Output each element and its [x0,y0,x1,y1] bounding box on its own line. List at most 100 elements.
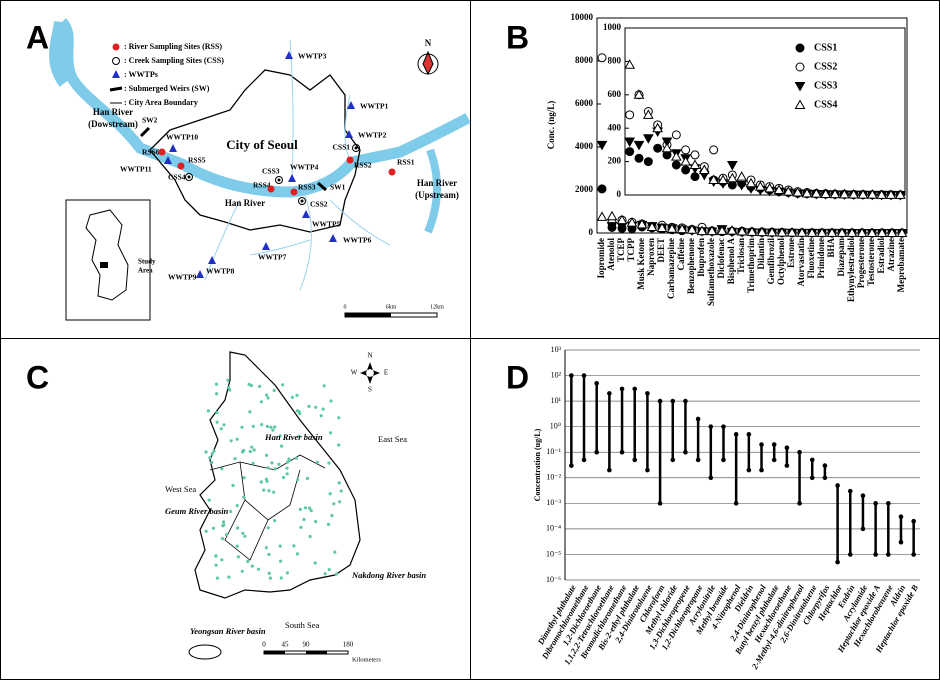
rss-symbol [388,168,396,176]
site-dot [281,475,286,480]
site-dot [256,567,261,571]
site-dot [242,476,246,480]
scale-bar [264,651,285,654]
map-label: Han River [93,107,133,117]
x-tick-label: Trimethoprim [746,238,756,293]
range-min [683,449,688,455]
marker [796,227,808,237]
css-symbol [185,173,193,181]
site-dot [236,526,240,530]
marker [652,122,664,133]
rss-symbol [158,148,166,156]
site-dot [264,453,269,457]
css-symbol [354,146,358,150]
map-label: West Sea [165,484,196,494]
marker [820,188,832,198]
y-tick-label: 600 [608,89,622,99]
marker [624,137,636,148]
range-max [645,391,650,396]
marker [706,225,718,236]
site-dot [262,488,266,492]
range-max [607,391,612,396]
site-dot [327,568,331,572]
marker [646,221,658,231]
locator-map [85,209,129,301]
range-max [683,398,688,404]
marker [894,189,906,199]
site-dot [259,480,263,484]
map-label: WWTP9 [168,273,197,282]
marker [782,186,794,196]
x-tick-label: Testosterone [866,238,876,286]
wwtp-symbol [347,101,355,109]
y-tick-label: 10⁻⁶ [546,575,561,584]
site-dot [334,572,339,576]
range-min [835,559,840,565]
site-dot [224,533,229,537]
wwtp-symbol [196,270,204,278]
site-dot [219,427,223,431]
range-min [708,475,714,481]
range-min [581,457,587,463]
site-dot [228,388,232,392]
legend-text: : WWTPs [124,70,158,79]
site-dot [279,559,283,563]
site-dot [339,489,343,493]
site-dot [270,461,274,465]
rss-symbol [112,43,120,51]
wwtp-symbol [164,156,172,164]
wwtp-symbol [208,256,216,264]
map-label: WWTP1 [360,102,389,111]
marker [756,226,768,237]
y-tick-label: 10000 [571,12,594,22]
map-label: City of Seoul [226,137,298,152]
range-min [746,467,752,473]
marker [886,227,898,237]
compass-label: W [351,369,358,377]
scale-bar [345,313,391,317]
x-tick-label: DEET [656,238,666,263]
site-dot [215,420,219,424]
y-tick-label: 1000 [603,22,622,32]
x-tick-label: Meprobamate [896,238,906,292]
site-dot [298,412,302,416]
wwtp-symbol [112,70,120,78]
range-max [708,424,714,429]
marker [661,142,673,153]
marker [606,210,618,221]
x-tick-label: Bisphenol A [726,238,736,285]
map-label: CSS3 [262,167,280,176]
map-label: Han River basin [264,432,323,442]
rss-symbol [346,156,354,164]
marker [866,227,878,237]
y-tick-label: 10¹ [551,396,562,405]
marker [836,227,848,237]
map-label: SW1 [330,183,346,192]
compass-label: S [368,386,372,394]
site-dot [321,407,325,411]
x-tick-label: Triclosan [736,238,746,274]
marker [690,172,700,182]
y-tick-label: 10⁻⁴ [546,524,561,533]
range-min [607,467,612,473]
range-max [797,449,802,455]
range-max [733,432,739,437]
site-dot [242,448,246,453]
legend-text: : Creek Sampling Sites (CSS) [124,56,224,65]
marker [717,174,729,184]
marker [633,89,645,99]
x-tick-label: Caffeine [676,238,686,271]
marker [726,225,738,235]
x-tick-label: Fluoxetine [806,238,816,279]
marker [642,109,654,119]
range-max [771,442,777,447]
site-dot [240,425,244,429]
marker [885,189,897,199]
map-label: Han River [225,198,265,208]
x-tick-label: TCEP [616,238,626,263]
site-dot [295,552,299,556]
site-dot [338,500,342,504]
jeju [188,644,222,660]
rss-symbol [267,185,275,193]
site-dot [259,400,264,404]
